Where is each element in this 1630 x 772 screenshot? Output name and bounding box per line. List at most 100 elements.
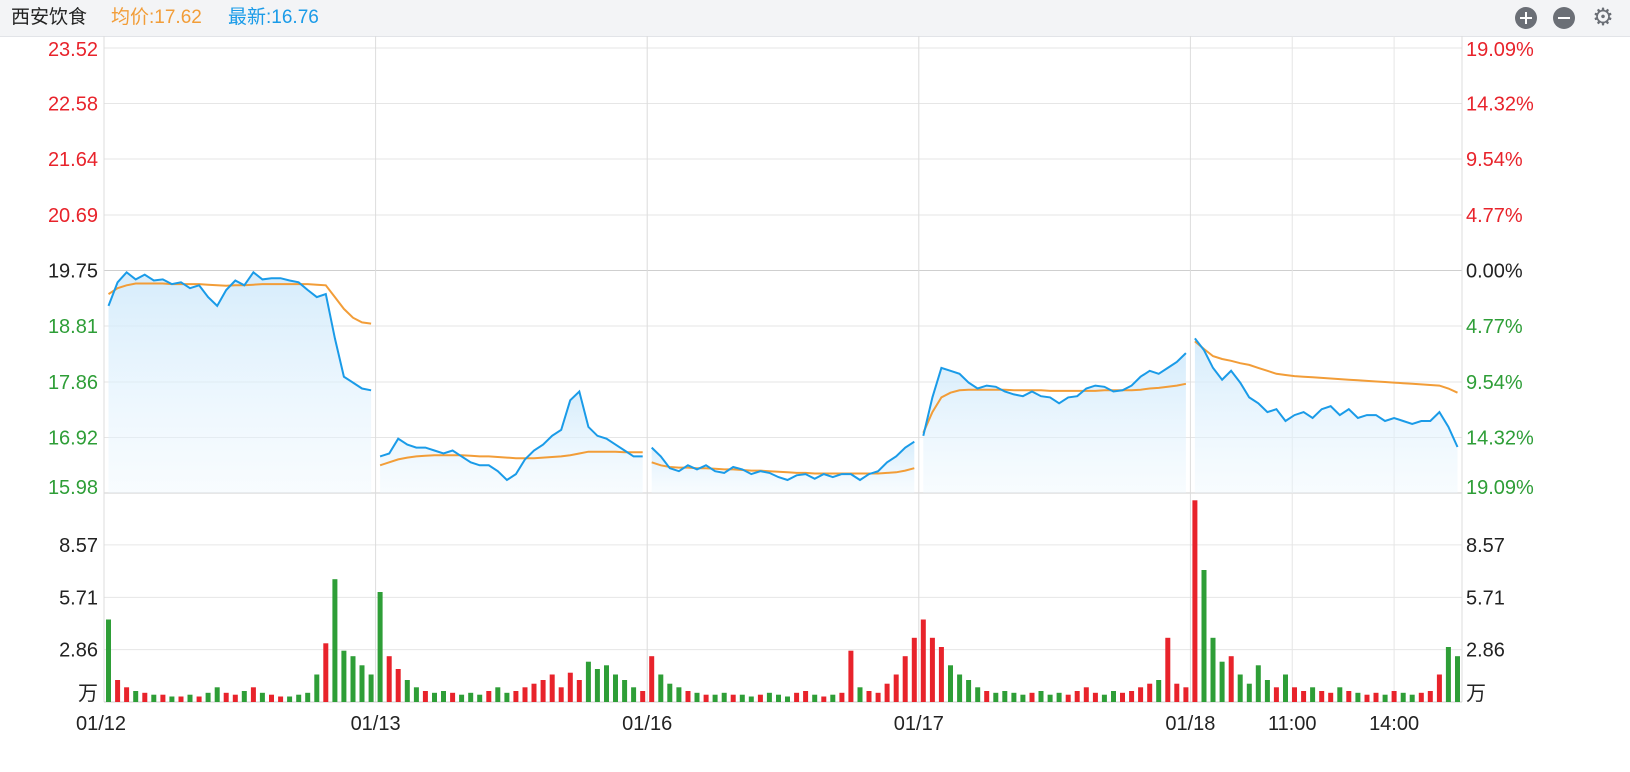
volume-bar: [1264, 680, 1270, 702]
volume-bar: [1120, 692, 1125, 702]
volume-bar: [920, 619, 926, 702]
intraday-chart[interactable]: 23.52 19.09% 22.58 14.32% 21.64 9.54% 20.69 4.7…: [0, 36, 1630, 772]
volume-bar: [839, 692, 845, 702]
volume-bar: [1111, 691, 1116, 702]
volume-bar: [160, 694, 166, 702]
price-tick-label: 19.75: [48, 261, 98, 283]
chart-header: 西安饮食 均价:17.62 最新:16.76 ⚙: [0, 0, 1630, 37]
volume-bar: [1355, 692, 1361, 702]
price-tick-label: 20.69: [48, 205, 98, 227]
volume-bar: [1455, 656, 1460, 702]
volume-bar: [422, 691, 428, 702]
price-tick-label: 16.92: [48, 428, 98, 450]
volume-bar: [1101, 694, 1107, 702]
volume-bar: [1138, 687, 1144, 702]
volume-bar: [269, 694, 274, 702]
volume-bar: [1418, 692, 1424, 702]
volume-bar: [857, 687, 863, 702]
avg-line-01-17: [922, 382, 1187, 434]
volume-bar: [613, 674, 618, 702]
volume-bar: [1237, 674, 1243, 702]
volume-bar: [1210, 637, 1216, 702]
volume-bar: [1047, 694, 1053, 702]
volume-bar: [1328, 692, 1334, 702]
volume-bar: [124, 687, 130, 702]
volume-bar: [766, 692, 772, 702]
volume-bar: [730, 694, 736, 702]
volume-tick-label-right: 2.86: [1466, 640, 1505, 662]
volume-bar: [685, 691, 691, 702]
volume-bar: [622, 680, 628, 702]
volume-bar: [1283, 674, 1288, 702]
price-area-01-16: [651, 441, 915, 493]
avg-line-01-13: [379, 450, 643, 467]
avg-line-01-18: [1194, 340, 1458, 394]
price-tick-label: 17.86: [48, 372, 98, 394]
volume-bar: [812, 694, 818, 702]
volume-bar: [667, 683, 673, 702]
volume-bar: [993, 692, 999, 702]
price-lines: [107, 270, 1459, 482]
volume-tick-label: 8.57: [59, 535, 98, 557]
volume-bar: [151, 694, 157, 702]
volume-bar: [513, 691, 519, 702]
volume-bar: [567, 672, 573, 702]
price-area-01-12: [108, 272, 372, 493]
volume-tick-label: 2.86: [59, 640, 98, 662]
volume-bar: [1409, 694, 1415, 702]
plus-circle-icon[interactable]: [1515, 7, 1537, 29]
volume-bar: [531, 683, 537, 702]
pct-tick-label: 9.54%: [1466, 372, 1523, 394]
price-tick-label: 15.98: [48, 477, 98, 499]
volume-bar: [649, 656, 655, 702]
volume-bar: [558, 687, 564, 702]
minus-circle-icon[interactable]: [1553, 7, 1575, 29]
x-tick-label: 14:00: [1369, 713, 1419, 735]
volume-bar: [594, 669, 600, 702]
volume-bar: [1382, 694, 1388, 702]
volume-bar: [332, 579, 338, 702]
volume-bar: [522, 687, 528, 702]
volume-bar: [721, 692, 727, 702]
volume-bar: [1255, 665, 1261, 702]
volume-bar: [359, 665, 365, 702]
volume-bar: [966, 680, 972, 702]
volume-bar: [957, 674, 963, 702]
volume-bar: [1165, 637, 1171, 702]
stock-name: 西安饮食: [11, 7, 88, 28]
volume-bar: [1201, 570, 1207, 702]
gear-icon[interactable]: ⚙: [1592, 4, 1614, 31]
volume-bar: [1147, 683, 1153, 702]
volume-bar: [214, 687, 220, 702]
volume-tick-label-right: 8.57: [1466, 535, 1505, 557]
volume-unit-label: 万: [78, 683, 98, 705]
volume-bar: [377, 592, 383, 702]
volume-tick-label-right: 5.71: [1466, 587, 1505, 609]
pct-tick-label: 4.77%: [1466, 316, 1523, 338]
volume-bar: [694, 692, 700, 702]
pct-tick-label: 19.09%: [1466, 477, 1534, 499]
volume-bar: [948, 665, 953, 702]
x-tick-label: 11:00: [1268, 713, 1317, 735]
pct-tick-label: 0.00%: [1466, 261, 1523, 283]
volume-bar: [640, 691, 646, 702]
price-line-01-17: [922, 352, 1187, 437]
x-tick-label: 01/12: [76, 713, 126, 735]
volume-bar: [884, 683, 890, 702]
price-line-01-18: [1194, 337, 1459, 448]
volume-bar: [1228, 656, 1234, 702]
volume-bar: [404, 680, 410, 702]
x-tick-label: 01/18: [1165, 713, 1215, 735]
volume-bar: [178, 696, 184, 702]
volume-bar: [1020, 694, 1026, 702]
price-line-01-16: [651, 440, 915, 482]
volume-bar: [1310, 687, 1316, 702]
volume-bar: [866, 691, 872, 702]
volume-bar: [1083, 687, 1089, 702]
volume-bar: [1011, 692, 1017, 702]
pct-tick-label: 9.54%: [1466, 149, 1523, 171]
volume-bar: [757, 694, 763, 702]
volume-bar: [540, 680, 546, 702]
volume-bar: [241, 691, 247, 702]
volume-bar: [830, 694, 836, 702]
